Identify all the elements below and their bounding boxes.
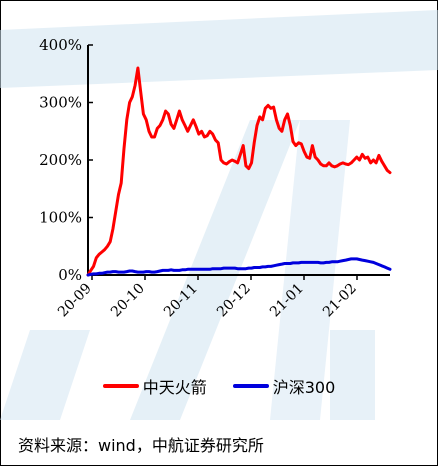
y-tick-label: 100% bbox=[39, 209, 82, 227]
chart-axes: 0% 100% 200% 300% 400% 20-09 20-10 20-11 20-12 21… bbox=[39, 36, 390, 320]
legend-item-series-1: 中天火箭 bbox=[102, 374, 207, 398]
y-tick-label: 200% bbox=[39, 151, 82, 169]
series-line-2 bbox=[86, 257, 392, 277]
series-line-1 bbox=[86, 66, 392, 277]
legend-label: 沪深300 bbox=[272, 378, 336, 397]
x-tick-label: 21-02 bbox=[320, 281, 360, 321]
legend-swatch-blue bbox=[232, 384, 269, 388]
x-tick-label: 20-11 bbox=[161, 281, 201, 321]
legend-swatch-red bbox=[102, 384, 139, 388]
legend-item-series-2: 沪深300 bbox=[232, 374, 336, 398]
series-layer bbox=[86, 66, 392, 277]
x-tick-label: 20-12 bbox=[214, 281, 254, 321]
x-tick-label: 21-01 bbox=[267, 281, 307, 321]
x-tick-label: 20-09 bbox=[55, 281, 95, 321]
source-note: 资料来源：wind，中航证券研究所 bbox=[18, 436, 264, 455]
legend-label: 中天火箭 bbox=[142, 378, 207, 397]
y-tick-label: 0% bbox=[58, 266, 82, 284]
line-chart: 0% 100% 200% 300% 400% 20-09 20-10 20-11 20-12 21… bbox=[39, 36, 392, 320]
y-tick-label: 400% bbox=[39, 36, 82, 54]
legend: 中天火箭 沪深300 bbox=[0, 372, 438, 400]
y-tick-label: 300% bbox=[39, 94, 82, 112]
x-tick-label: 20-10 bbox=[108, 281, 148, 321]
